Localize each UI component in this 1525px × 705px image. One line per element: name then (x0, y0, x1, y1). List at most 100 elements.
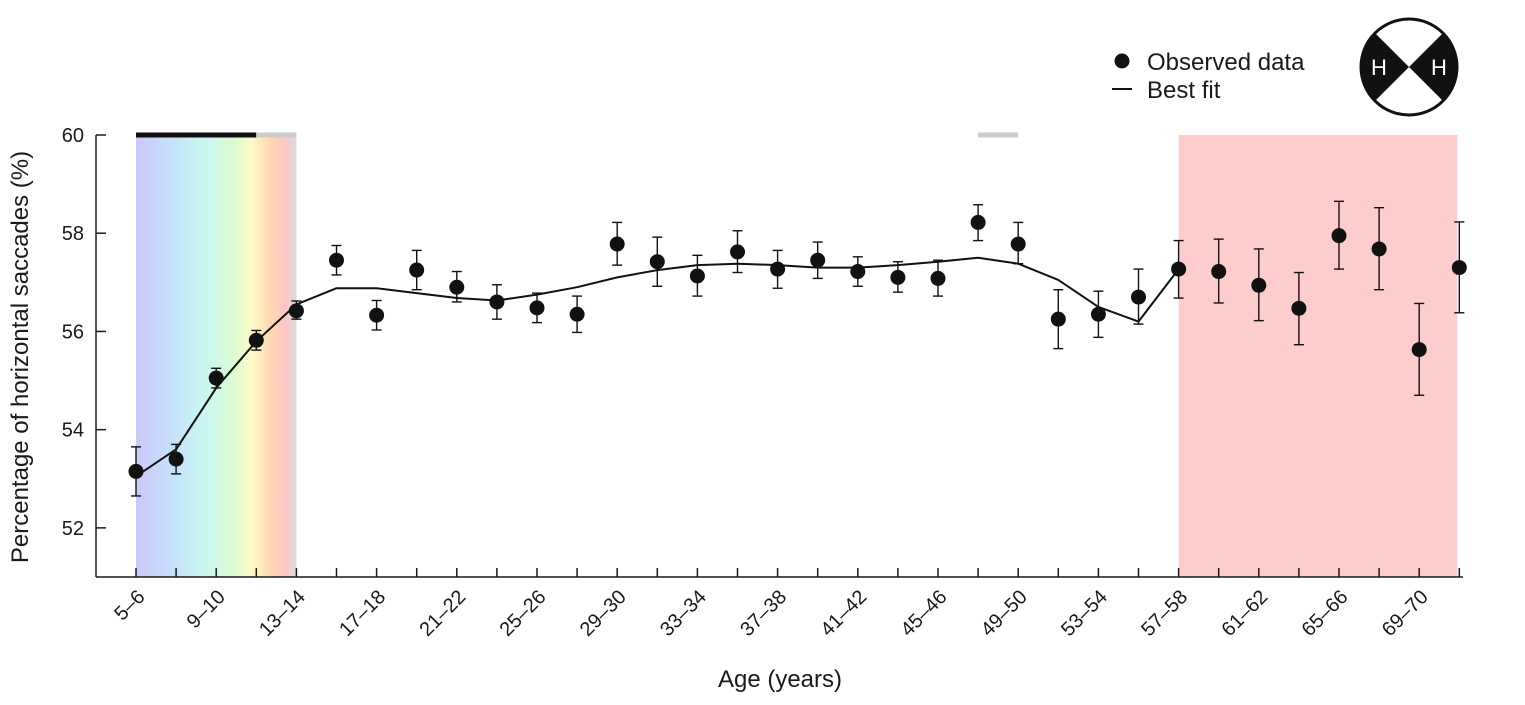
legend-label-observed: Observed data (1147, 49, 1305, 76)
y-tick-label: 56 (62, 321, 84, 343)
observed-point-24 (1050, 289, 1066, 350)
legend-label-fit: Best fit (1147, 77, 1221, 104)
observed-point-10 (489, 284, 505, 320)
observed-point-5 (288, 300, 304, 320)
observed-point-8 (409, 249, 425, 291)
x-tick-label: 65–66 (1298, 586, 1353, 641)
y-tick-label: 60 (62, 125, 84, 147)
observed-point-20 (890, 261, 906, 293)
observed-point-32 (1371, 206, 1387, 291)
data-point (890, 269, 906, 285)
x-tick-label: 45–46 (897, 586, 952, 641)
observed-point-21 (930, 259, 946, 297)
data-point (1010, 236, 1026, 252)
observed-point-2 (168, 443, 184, 475)
data-point (248, 332, 264, 348)
data-point (1131, 289, 1146, 305)
data-point (1211, 264, 1227, 280)
data-point (850, 264, 866, 280)
data-point (1291, 300, 1307, 316)
x-tick-label: 57–58 (1137, 586, 1192, 641)
data-point (1050, 311, 1066, 327)
observed-point-1 (128, 446, 144, 497)
observed-point-3 (208, 367, 224, 389)
observed-point-16 (730, 230, 745, 274)
data-point (1451, 260, 1467, 276)
legend: Observed data Best fit (1112, 49, 1305, 104)
data-point (569, 306, 585, 322)
x-tick-label: 29–30 (576, 586, 631, 641)
x-tick-label: 61–62 (1217, 586, 1272, 641)
observed-point-6 (329, 244, 344, 276)
observed-point-11 (529, 292, 545, 324)
x-tick-label: 53–54 (1057, 586, 1112, 641)
data-point (770, 261, 786, 277)
y-tick-label: 54 (62, 420, 84, 442)
shaded-region-1 (136, 135, 297, 577)
observed-point-27 (1171, 239, 1187, 299)
observed-point-4 (248, 329, 264, 351)
y-axis-title: Percentage of horizontal saccades (%) (7, 151, 34, 563)
shaded-region-2 (1178, 135, 1458, 577)
horizontal-saccade-icon: H H (1359, 17, 1459, 117)
x-tick-label: 25–26 (496, 586, 551, 641)
data-point (369, 307, 385, 323)
observed-point-15 (689, 254, 705, 297)
observed-point-19 (850, 256, 866, 287)
observed-point-26 (1131, 268, 1146, 325)
data-point (489, 294, 505, 310)
observed-data-series (128, 200, 1467, 497)
x-tick-label: 5–6 (110, 586, 149, 625)
x-axis-title: Age (years) (718, 666, 842, 693)
observed-point-33 (1411, 302, 1427, 396)
observed-point-23 (1010, 221, 1026, 265)
observed-point-17 (770, 249, 786, 289)
observed-point-13 (609, 221, 625, 266)
data-point (609, 236, 625, 252)
data-point (1331, 228, 1347, 244)
observed-point-31 (1331, 200, 1347, 270)
data-point (288, 303, 304, 319)
observed-point-34 (1451, 221, 1467, 314)
x-tick-label: 21–22 (415, 586, 470, 641)
badge-letter-right: H (1431, 55, 1447, 80)
observed-point-22 (970, 204, 986, 242)
observed-point-9 (449, 270, 465, 303)
data-point (689, 268, 705, 284)
x-tick-label: 17–18 (335, 586, 390, 641)
badge-letter-left: H (1371, 55, 1387, 80)
y-tick-label: 58 (62, 223, 84, 245)
x-tick-label: 37–38 (736, 586, 791, 641)
x-tick-label: 9–10 (183, 586, 230, 633)
data-point (128, 463, 144, 479)
data-point (930, 270, 946, 286)
axes (95, 135, 1463, 578)
observed-point-7 (369, 299, 385, 331)
data-point (329, 252, 344, 268)
data-point (1090, 306, 1106, 322)
x-tick-label: 33–34 (656, 586, 711, 641)
data-point (1411, 342, 1427, 358)
y-tick-label: 52 (62, 518, 84, 540)
data-point (970, 214, 986, 230)
observed-point-28 (1211, 238, 1227, 304)
observed-point-12 (569, 295, 585, 334)
data-point (168, 451, 184, 467)
observed-point-14 (649, 236, 665, 287)
data-point (1251, 277, 1267, 293)
x-tick-label: 49–50 (977, 586, 1032, 641)
data-point (1371, 241, 1387, 257)
data-point (208, 370, 224, 386)
observed-point-25 (1090, 290, 1106, 339)
shaded-regions (136, 135, 1458, 577)
observed-point-30 (1291, 271, 1307, 346)
data-point (649, 254, 665, 270)
observed-point-29 (1251, 248, 1267, 322)
x-tick-label: 69–70 (1378, 586, 1433, 641)
observed-point-18 (810, 241, 826, 280)
data-point (529, 300, 545, 316)
legend-marker-observed (1114, 53, 1130, 69)
data-point (810, 252, 826, 268)
data-point (409, 262, 425, 278)
